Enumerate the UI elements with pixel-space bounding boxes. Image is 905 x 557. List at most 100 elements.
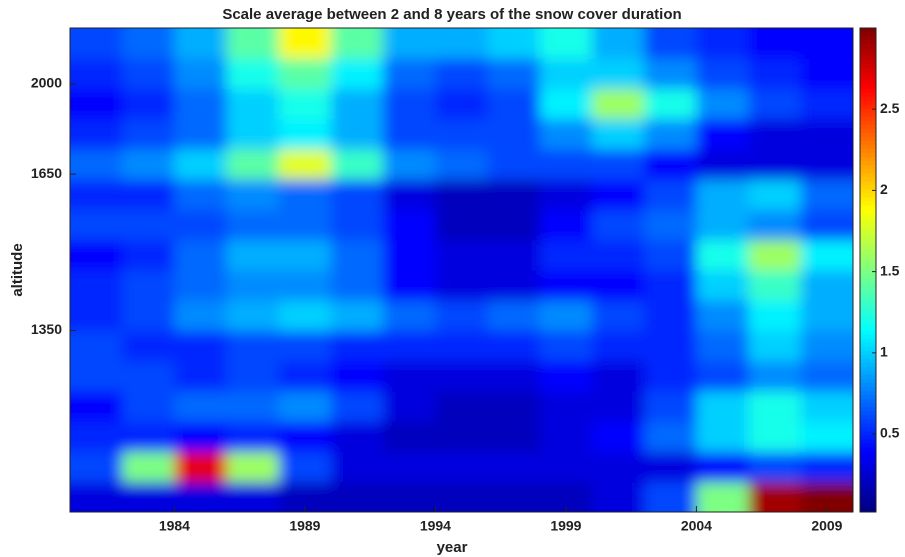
colorbar-step bbox=[860, 366, 876, 372]
colorbar-step bbox=[860, 338, 876, 344]
heat-cell bbox=[800, 88, 853, 120]
heat-cell bbox=[800, 391, 853, 422]
colorbar-step bbox=[860, 185, 876, 190]
heat-cell bbox=[592, 118, 645, 150]
heat-cell bbox=[174, 149, 228, 180]
heat-cell bbox=[696, 270, 750, 301]
colorbar-step bbox=[860, 455, 876, 461]
heat-cell bbox=[70, 481, 123, 512]
heat-cell bbox=[539, 300, 593, 331]
heat-cell bbox=[226, 300, 280, 331]
heat-cell bbox=[696, 391, 750, 422]
heat-cell bbox=[696, 330, 750, 362]
heat-cell bbox=[800, 300, 853, 331]
heat-cell bbox=[174, 88, 228, 120]
heat-cell bbox=[487, 88, 541, 120]
heat-cell bbox=[800, 209, 853, 241]
heat-cell bbox=[487, 270, 541, 301]
heat-cell bbox=[122, 149, 175, 180]
colorbar-step bbox=[860, 350, 876, 356]
heat-cell bbox=[644, 58, 697, 89]
colorbar-step bbox=[860, 112, 876, 118]
heat-cell bbox=[539, 58, 593, 89]
colorbar-step bbox=[860, 40, 876, 45]
heat-cell bbox=[174, 360, 228, 392]
colorbar-step bbox=[860, 104, 876, 110]
colorbar-step bbox=[860, 463, 876, 469]
heat-cell bbox=[539, 149, 593, 180]
colorbar-step bbox=[860, 149, 876, 154]
colorbar-step bbox=[860, 221, 876, 227]
colorbar-step bbox=[860, 229, 876, 235]
heat-cell bbox=[331, 270, 384, 301]
y-tick-label: 2000 bbox=[31, 75, 62, 91]
heat-cell bbox=[331, 179, 384, 210]
heat-cell bbox=[122, 28, 175, 59]
heat-cell bbox=[487, 330, 541, 362]
heat-cell bbox=[122, 118, 175, 150]
heat-cell bbox=[644, 239, 697, 271]
heat-cell bbox=[331, 209, 384, 241]
x-tick-label: 1999 bbox=[550, 518, 581, 534]
heat-cell bbox=[122, 451, 175, 483]
heat-cell bbox=[592, 300, 645, 331]
heat-cell bbox=[70, 239, 123, 271]
colorbar-step bbox=[860, 120, 876, 126]
heat-cell bbox=[748, 118, 802, 150]
heat-cell bbox=[70, 421, 123, 452]
colorbar-step bbox=[860, 76, 876, 81]
colorbar-step bbox=[860, 314, 876, 319]
heat-cell bbox=[331, 88, 384, 120]
heat-cell bbox=[539, 209, 593, 241]
heat-cell bbox=[435, 451, 489, 483]
colorbar-step bbox=[860, 475, 876, 481]
colorbar-step bbox=[860, 382, 876, 388]
heat-cell bbox=[592, 88, 645, 120]
heat-cell bbox=[278, 421, 332, 452]
heat-cell bbox=[539, 270, 593, 301]
colorbar-step bbox=[860, 318, 876, 323]
heat-cell bbox=[278, 451, 332, 483]
heat-cell bbox=[174, 451, 228, 483]
colorbar-step bbox=[860, 116, 876, 122]
heat-cell bbox=[800, 330, 853, 362]
heat-cell bbox=[800, 239, 853, 271]
heat-cell bbox=[487, 481, 541, 512]
heat-cell bbox=[174, 391, 228, 422]
heat-cell bbox=[331, 330, 384, 362]
heat-cell bbox=[383, 209, 436, 241]
colorbar-step bbox=[860, 64, 876, 69]
heat-cell bbox=[383, 239, 436, 271]
heat-cell bbox=[592, 149, 645, 180]
heat-cell bbox=[435, 88, 489, 120]
heat-cell bbox=[435, 149, 489, 180]
heat-cell bbox=[800, 149, 853, 180]
heat-cell bbox=[696, 28, 750, 59]
heat-cell bbox=[122, 391, 175, 422]
heat-cell bbox=[70, 330, 123, 362]
colorbar-step bbox=[860, 32, 876, 37]
colorbar-step bbox=[860, 427, 876, 432]
heat-cell bbox=[226, 451, 280, 483]
colorbar-step bbox=[860, 124, 876, 130]
heat-cell bbox=[174, 421, 228, 452]
heat-cell bbox=[174, 239, 228, 271]
colorbar-step bbox=[860, 173, 876, 178]
colorbar-step bbox=[860, 362, 876, 368]
heat-cell bbox=[800, 421, 853, 452]
colorbar-step bbox=[860, 298, 876, 303]
heat-cell bbox=[278, 239, 332, 271]
heat-cell bbox=[122, 239, 175, 271]
heat-cell bbox=[487, 118, 541, 150]
colorbar-step bbox=[860, 374, 876, 380]
heat-cell bbox=[70, 149, 123, 180]
heat-cell bbox=[800, 28, 853, 59]
colorbar-step bbox=[860, 36, 876, 41]
colorbar-step bbox=[860, 358, 876, 364]
heat-cell bbox=[226, 209, 280, 241]
heat-cell bbox=[331, 58, 384, 89]
heat-cell bbox=[696, 88, 750, 120]
heat-cell bbox=[70, 300, 123, 331]
colorbar-step bbox=[860, 52, 876, 57]
colorbar-step bbox=[860, 270, 876, 275]
